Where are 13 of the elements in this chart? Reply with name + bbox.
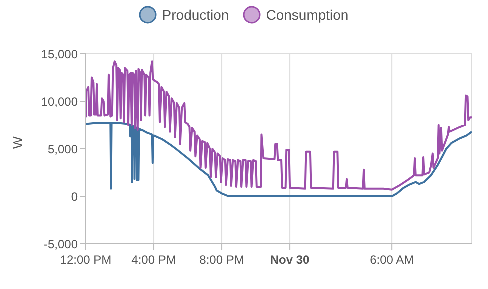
- x-tick-label: 8:00 PM: [200, 253, 244, 267]
- legend-label: Consumption: [266, 7, 349, 23]
- y-tick-label: 10,000: [41, 94, 78, 109]
- legend-label: Production: [162, 7, 230, 23]
- y-tick-label: -5,000: [44, 237, 78, 252]
- x-tick-label: 4:00 PM: [132, 253, 176, 267]
- x-tick-label: 12:00 PM: [60, 253, 112, 267]
- y-tick-label: 15,000: [41, 47, 78, 62]
- y-tick-label: 5,000: [48, 142, 78, 156]
- y-axis-title: W: [10, 136, 26, 149]
- x-tick-label: Nov 30: [270, 253, 310, 267]
- x-tick-label: 6:00 AM: [370, 253, 414, 267]
- y-tick-label: 0: [71, 190, 78, 204]
